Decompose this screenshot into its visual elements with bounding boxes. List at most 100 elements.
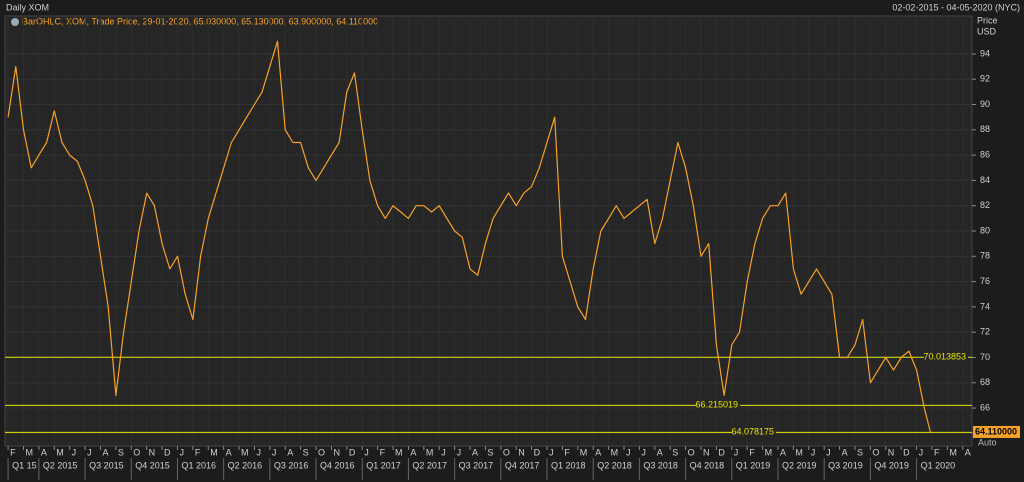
legend-entry: BarOHLC, XOM, Trade Price, 29-01-2020, 6… [22, 16, 378, 26]
x-tick-label: D [903, 447, 910, 457]
hline-label: 66.215019 [695, 400, 738, 410]
x-tick-label: A [226, 447, 232, 457]
hline-label: 70.013853 [923, 352, 966, 362]
x-tick-label: S [303, 447, 309, 457]
x-tick-label: O [872, 447, 879, 457]
x-tick-label: M [426, 447, 434, 457]
x-tick-label: M [611, 447, 619, 457]
x-tick-label: M [795, 447, 803, 457]
quarter-label: Q2 2018 [597, 460, 632, 470]
x-tick-label: N [518, 447, 525, 457]
y-tick-label: 76 [980, 276, 990, 286]
x-tick-label: M [25, 447, 33, 457]
hline-label-bg [696, 399, 740, 412]
x-tick-label: J [457, 447, 462, 457]
quarter-label: Q1 2017 [366, 460, 401, 470]
x-tick-label: O [133, 447, 140, 457]
x-tick-label: J [641, 447, 646, 457]
x-tick-label: M [949, 447, 957, 457]
quarter-label: Q2 2015 [43, 460, 78, 470]
y-axis-unit: USD [977, 26, 997, 36]
x-tick-label: J [826, 447, 831, 457]
quarter-label: Q3 2016 [274, 460, 309, 470]
x-tick-label: S [857, 447, 863, 457]
quarter-label: Q4 2016 [320, 460, 355, 470]
x-tick-label: A [102, 447, 108, 457]
y-tick-label: 80 [980, 225, 990, 235]
price-line [7, 40, 931, 433]
x-tick-label: D [164, 447, 171, 457]
legend-icon[interactable] [11, 18, 19, 26]
x-tick-label: A [472, 447, 478, 457]
y-tick-label: 82 [980, 200, 990, 210]
hline-label-bg [924, 351, 968, 364]
y-tick-label: 70 [980, 352, 990, 362]
x-tick-label: O [318, 447, 325, 457]
x-tick-label: D [534, 447, 541, 457]
x-tick-label: M [395, 447, 403, 457]
quarter-label: Q1 2016 [181, 460, 216, 470]
x-tick-label: N [333, 447, 340, 457]
y-tick-label: 68 [980, 377, 990, 387]
x-tick-label: F [195, 447, 201, 457]
scale-mode[interactable]: Auto [978, 437, 997, 447]
x-tick-label: J [811, 447, 816, 457]
quarter-label: Q4 2018 [690, 460, 725, 470]
x-tick-label: F [749, 447, 755, 457]
x-tick-label: J [364, 447, 369, 457]
x-tick-label: D [718, 447, 725, 457]
y-tick-label: 72 [980, 327, 990, 337]
y-tick-label: 88 [980, 124, 990, 134]
hline-label-bg [732, 426, 776, 439]
x-tick-label: D [349, 447, 356, 457]
quarter-label: Q3 2017 [459, 460, 494, 470]
x-tick-label: N [149, 447, 156, 457]
y-tick-label: 86 [980, 149, 990, 159]
x-tick-label: F [10, 447, 16, 457]
x-tick-label: J [87, 447, 92, 457]
y-tick-label: 92 [980, 74, 990, 84]
x-tick-label: J [441, 447, 446, 457]
x-tick-label: O [503, 447, 510, 457]
quarter-label: Q3 2018 [643, 460, 678, 470]
quarter-label: Q1 2019 [736, 460, 771, 470]
date-range: 02-02-2015 - 04-05-2020 (NYC) [892, 2, 1020, 12]
x-tick-label: M [580, 447, 588, 457]
x-tick-label: A [595, 447, 601, 457]
y-tick-label: 66 [980, 402, 990, 412]
y-tick-label: 78 [980, 251, 990, 261]
y-tick-label: 94 [980, 48, 990, 58]
x-tick-label: A [842, 447, 848, 457]
x-tick-label: A [287, 447, 293, 457]
x-tick-label: J [549, 447, 554, 457]
x-tick-label: N [703, 447, 710, 457]
x-tick-label: J [72, 447, 77, 457]
x-tick-label: A [965, 447, 971, 457]
y-axis-label: Price [977, 15, 998, 25]
x-tick-label: J [734, 447, 739, 457]
x-tick-label: N [888, 447, 895, 457]
quarter-label: Q2 2016 [228, 460, 263, 470]
quarter-label: Q1 15 [12, 460, 37, 470]
quarter-label: Q4 2019 [874, 460, 909, 470]
x-tick-label: J [626, 447, 631, 457]
last-price-label: 64.110000 [975, 426, 1017, 436]
x-tick-label: J [179, 447, 184, 457]
x-tick-label: M [241, 447, 249, 457]
x-tick-label: M [765, 447, 773, 457]
x-tick-label: F [380, 447, 386, 457]
quarter-label: Q1 2018 [551, 460, 586, 470]
x-tick-label: S [118, 447, 124, 457]
x-tick-label: A [41, 447, 47, 457]
quarter-label: Q1 2020 [921, 460, 956, 470]
x-tick-label: S [487, 447, 493, 457]
x-tick-label: F [934, 447, 940, 457]
quarter-label: Q4 2017 [505, 460, 540, 470]
y-tick-label: 74 [980, 301, 990, 311]
x-tick-label: A [410, 447, 416, 457]
x-tick-label: S [672, 447, 678, 457]
x-tick-label: A [657, 447, 663, 457]
x-tick-label: O [688, 447, 695, 457]
hline-label: 64.078175 [731, 427, 774, 437]
